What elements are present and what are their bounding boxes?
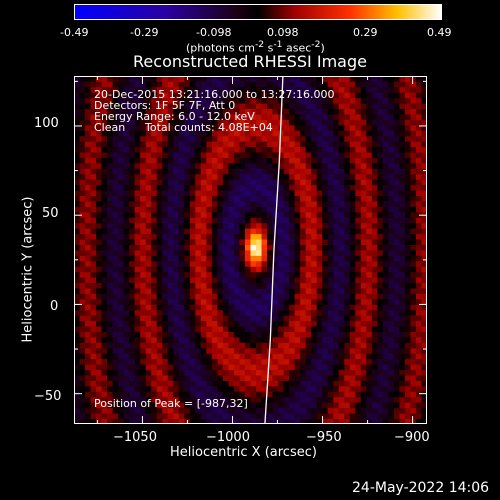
heatmap-image bbox=[74, 75, 428, 425]
x-tick-label: −950 bbox=[306, 430, 342, 445]
colorbar-tick: 0.29 bbox=[353, 26, 378, 39]
date-stamp: 24-May-2022 14:06 bbox=[352, 480, 490, 496]
y-tick-label: 100 bbox=[34, 116, 59, 131]
colorbar-tick: -0.29 bbox=[130, 26, 159, 39]
colorbar-tick: 0.49 bbox=[427, 26, 452, 39]
colorbar-tick: 0.098 bbox=[267, 26, 299, 39]
chart-title: Reconstructed RHESSI Image bbox=[133, 52, 367, 71]
annotation-time: 20-Dec-2015 13:21:16.000 to 13:27:16.000 bbox=[94, 88, 335, 101]
x-tick-label: −1000 bbox=[206, 430, 250, 445]
plot-area bbox=[74, 75, 428, 425]
annotation-method: Clean bbox=[94, 121, 126, 134]
colorbar-units: (photons cm-2 s-1 asec-2) bbox=[186, 39, 325, 55]
y-tick-label: 0 bbox=[50, 299, 59, 314]
colorbar bbox=[74, 4, 442, 20]
plot-frame bbox=[74, 76, 427, 424]
colorbar-tick: -0.098 bbox=[196, 26, 232, 39]
annotation-peak: Position of Peak = [-987,32] bbox=[94, 397, 248, 410]
y-tick-label: −50 bbox=[34, 389, 62, 404]
y-axis-label: Heliocentric Y (arcsec) bbox=[20, 196, 36, 343]
x-tick-label: −900 bbox=[394, 430, 430, 445]
colorbar-gradient bbox=[74, 4, 442, 20]
annotation-energy: Energy Range: 6.0 - 12.0 keV bbox=[94, 110, 255, 123]
annotation-counts: Total counts: 4.08E+04 bbox=[145, 121, 273, 134]
colorbar-tick: -0.49 bbox=[60, 26, 89, 39]
x-axis-label: Heliocentric X (arcsec) bbox=[170, 445, 317, 460]
y-tick-label: 50 bbox=[42, 206, 59, 221]
annotation-detectors: Detectors: 1F 5F 7F, Att 0 bbox=[94, 99, 236, 112]
solar-limb-line bbox=[264, 75, 284, 425]
x-tick-label: −1050 bbox=[113, 430, 157, 445]
heatmap-cells bbox=[74, 76, 428, 425]
